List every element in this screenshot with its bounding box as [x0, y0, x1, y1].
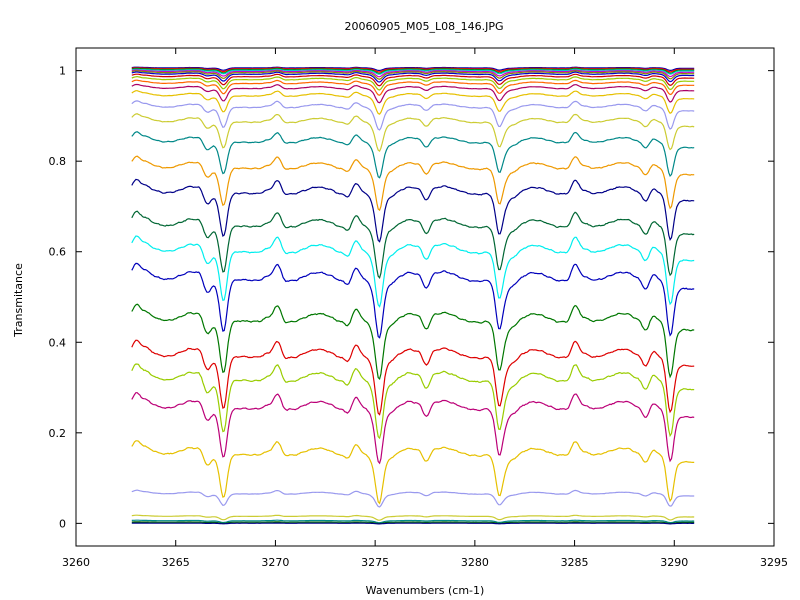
- chart-title: 20060905_M05_L08_146.JPG: [345, 20, 504, 33]
- series-line: [131, 235, 695, 308]
- series-line: [131, 100, 695, 131]
- x-tick-label: 3285: [561, 556, 589, 569]
- x-axis: 3260 3265 3270 3275 3280 3285 3290 3295: [62, 48, 788, 569]
- plot-frame: [75, 47, 775, 547]
- series-line: [131, 178, 695, 243]
- series-line: [131, 71, 695, 83]
- series-line: [131, 83, 695, 104]
- series-line: [131, 519, 695, 524]
- series-line: [131, 522, 695, 525]
- y-tick-label: 1: [59, 65, 66, 78]
- y-tick-label: 0.6: [49, 246, 67, 259]
- x-axis-title: Wavenumbers (cm-1): [366, 584, 485, 597]
- series-line: [131, 489, 695, 508]
- y-tick-label: 0.2: [49, 427, 67, 440]
- series-line: [131, 303, 695, 381]
- series-line: [131, 514, 695, 521]
- x-tick-label: 3275: [361, 556, 389, 569]
- series-line: [131, 440, 695, 505]
- series-line: [131, 66, 695, 72]
- y-axis: 0 0.2 0.4 0.6 0.8 1: [49, 65, 774, 530]
- series-line: [131, 113, 695, 153]
- y-tick-label: 0: [59, 517, 66, 530]
- series-line: [131, 131, 695, 179]
- x-tick-label: 3270: [261, 556, 289, 569]
- series-line: [131, 75, 695, 91]
- series-group: [131, 66, 695, 525]
- series-line: [131, 392, 695, 465]
- series-line: [131, 210, 695, 280]
- series-line: [131, 69, 695, 78]
- x-tick-label: 3290: [660, 556, 688, 569]
- x-tick-label: 3260: [62, 556, 90, 569]
- series-line: [131, 262, 695, 339]
- x-tick-label: 3265: [162, 556, 190, 569]
- series-line: [131, 79, 695, 96]
- series-line: [131, 363, 695, 440]
- series-line: [131, 68, 695, 75]
- series-line: [131, 73, 695, 87]
- x-tick-label: 3280: [461, 556, 489, 569]
- series-line: [131, 67, 695, 74]
- y-tick-label: 0.8: [49, 155, 67, 168]
- series-line: [131, 155, 695, 212]
- series-line: [131, 70, 695, 80]
- series-line: [131, 67, 695, 73]
- y-axis-title: Transmitance: [12, 263, 25, 338]
- series-line: [131, 90, 695, 115]
- series-line: [131, 339, 695, 416]
- y-tick-label: 0.4: [49, 336, 67, 349]
- x-tick-label: 3295: [760, 556, 788, 569]
